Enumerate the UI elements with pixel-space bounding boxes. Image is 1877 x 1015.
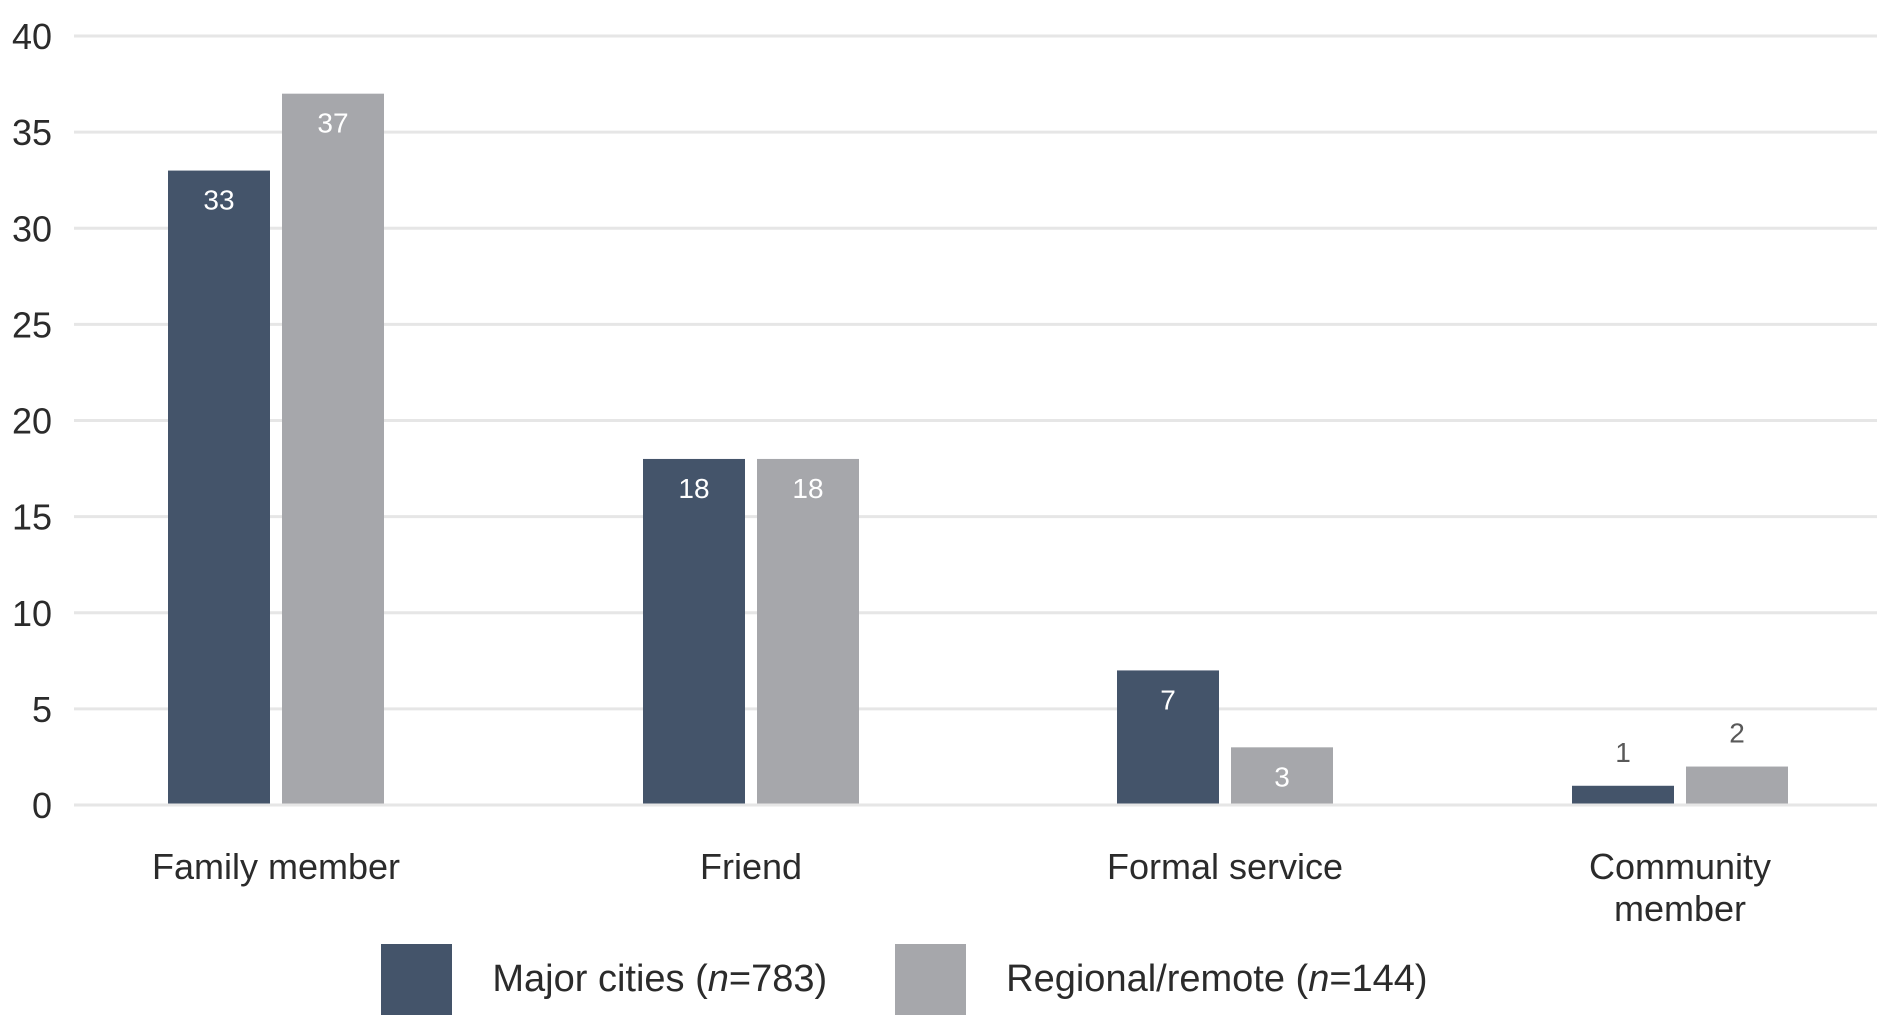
y-tick-label-35: 35 <box>12 112 52 153</box>
y-tick-label-25: 25 <box>12 304 52 345</box>
bar-s0-c3 <box>1572 785 1674 805</box>
data-label-s1-c3: 2 <box>1729 718 1745 749</box>
legend-swatch-regional-remote <box>895 944 967 1015</box>
bar-s1-c1 <box>757 458 859 805</box>
x-tick-label-3-line1: member <box>1614 888 1746 929</box>
data-label-s1-c0: 37 <box>317 108 348 139</box>
x-tick-label-0: Family member <box>152 846 400 887</box>
legend-swatch-major-cities <box>381 944 453 1015</box>
x-tick-label-1: Friend <box>700 846 802 887</box>
legend: Major cities (n=783) Regional/remote (n=… <box>0 944 1877 1015</box>
y-tick-label-10: 10 <box>12 593 52 634</box>
x-tick-label-3-line0: Community <box>1589 846 1771 887</box>
bar-s0-c1 <box>643 458 745 805</box>
y-tick-label-5: 5 <box>32 689 52 730</box>
data-label-s0-c2: 7 <box>1160 684 1176 715</box>
data-label-s1-c1: 18 <box>792 473 823 504</box>
bar-s1-c0 <box>282 93 384 806</box>
bar-s1-c3 <box>1686 766 1788 805</box>
data-label-s0-c1: 18 <box>678 473 709 504</box>
data-label-s0-c0: 33 <box>203 185 234 216</box>
legend-label-major-cities: Major cities (n=783) <box>492 958 828 1000</box>
x-tick-label-2: Formal service <box>1107 846 1343 887</box>
bar-s0-c2 <box>1117 670 1219 805</box>
bar-s0-c0 <box>168 170 270 805</box>
data-label-s0-c3: 1 <box>1615 737 1631 768</box>
y-tick-label-20: 20 <box>12 401 52 442</box>
legend-label-regional-remote: Regional/remote (n=144) <box>1006 958 1428 1000</box>
y-tick-label-0: 0 <box>32 785 52 826</box>
legend-item-major-cities: Major cities (n=783) <box>381 944 895 1015</box>
legend-item-regional-remote: Regional/remote (n=144) <box>895 944 1495 1015</box>
y-tick-label-40: 40 <box>12 16 52 57</box>
y-tick-label-30: 30 <box>12 208 52 249</box>
data-label-s1-c2: 3 <box>1274 761 1290 792</box>
bar-s1-c2 <box>1231 747 1333 805</box>
y-tick-label-15: 15 <box>12 497 52 538</box>
